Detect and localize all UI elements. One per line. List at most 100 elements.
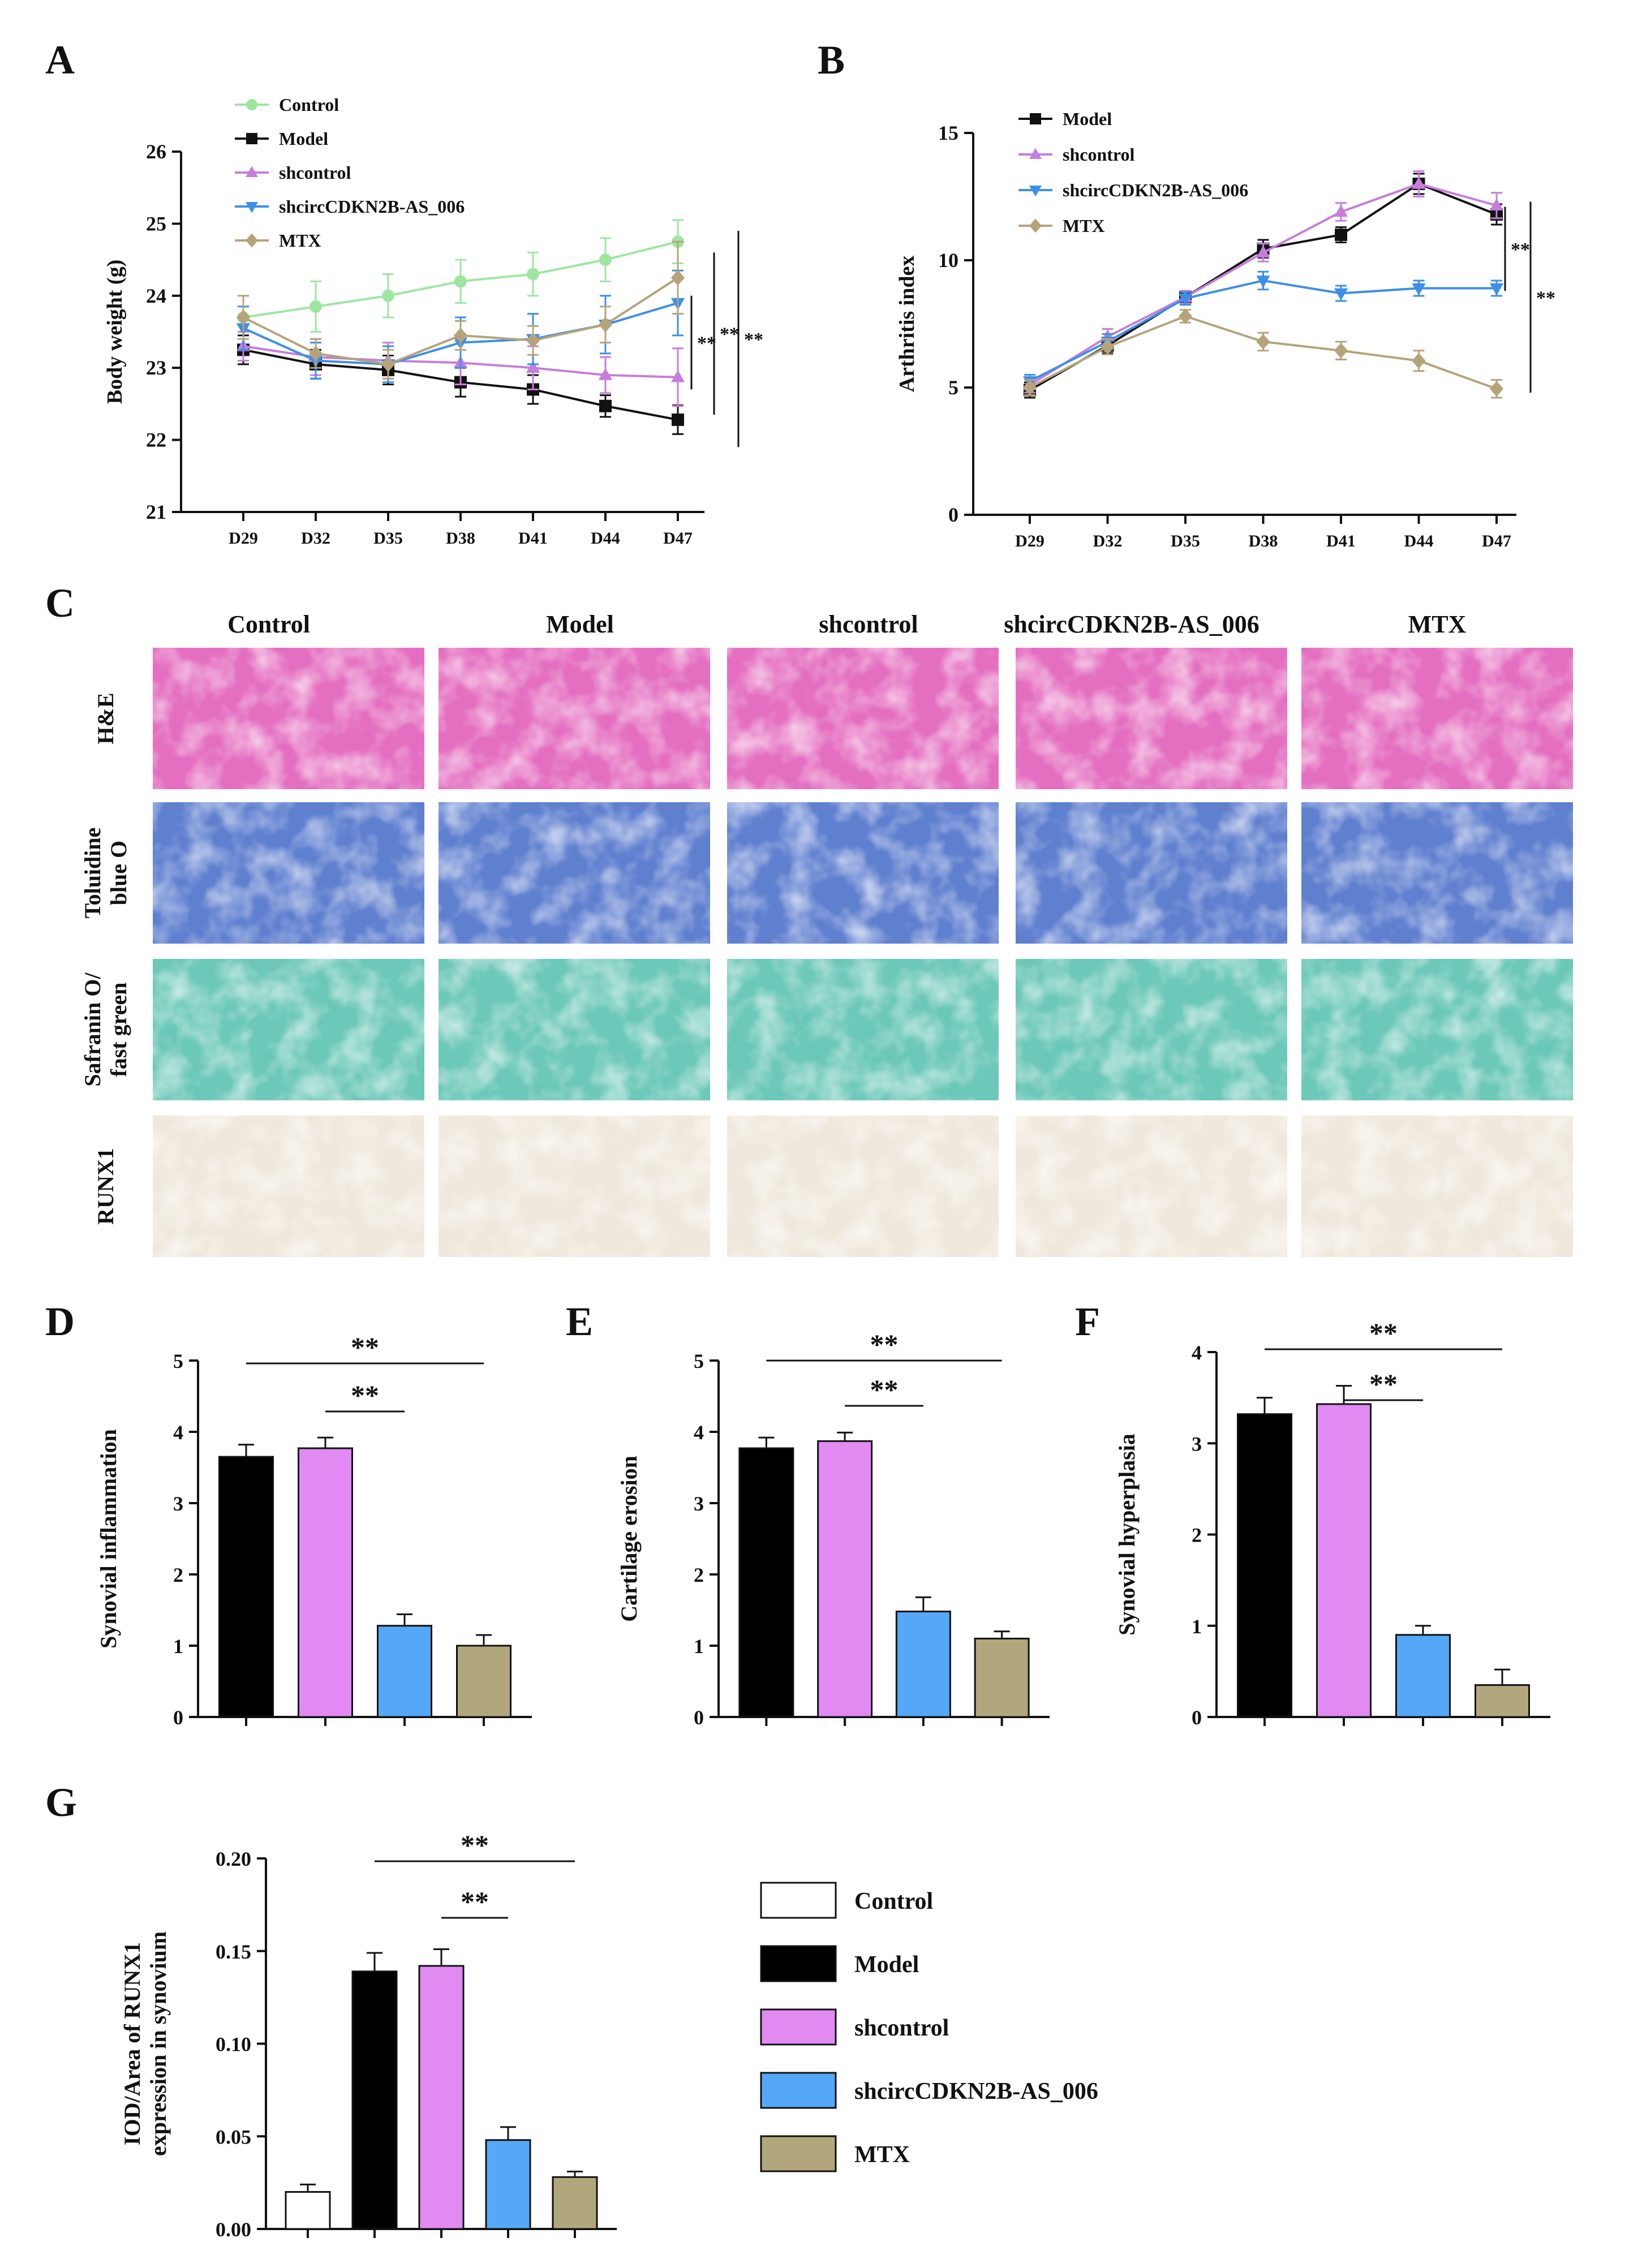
- bar-shcircCDKN2B-AS_006: [485, 2139, 531, 2230]
- tissue-texture: [1301, 802, 1573, 944]
- series-MTX: [1022, 308, 1504, 399]
- micrograph-he: [727, 648, 999, 789]
- panel-label-F: F: [1075, 1299, 1100, 1344]
- data-point: [1178, 308, 1193, 324]
- micrograph-safranin: [1301, 959, 1573, 1100]
- data-point: [1022, 380, 1037, 395]
- y-tick-label: 2: [694, 1564, 704, 1586]
- series-MTX: [236, 240, 685, 380]
- x-tick-label: D29: [1015, 532, 1044, 550]
- micrograph-runx1: [727, 1116, 999, 1257]
- column-header: shcircCDKN2B-AS_006: [1004, 610, 1259, 638]
- tissue-texture: [439, 959, 710, 1100]
- x-tick-label: D35: [373, 529, 403, 548]
- x-tick-label: D29: [229, 529, 258, 548]
- tissue-texture: [1301, 959, 1573, 1100]
- chart-D: 0 1 2 3 4 5 Synovial inflammation ** **: [96, 1331, 532, 1729]
- significance-stars: **: [1511, 239, 1530, 260]
- micrograph-safranin: [153, 959, 424, 1100]
- legend-swatch-MTX: [760, 2135, 837, 2172]
- data-point: [599, 253, 612, 266]
- data-point: [1412, 283, 1426, 296]
- micrograph-safranin: [727, 959, 999, 1100]
- micrograph-runx1: [1301, 1116, 1573, 1257]
- panel-label-G: G: [45, 1780, 77, 1825]
- bar-Model: [218, 1456, 274, 1718]
- legend-marker: [246, 166, 258, 177]
- y-axis-label: expression in synovium: [145, 1931, 171, 2156]
- data-point: [381, 356, 396, 372]
- significance-stars: **: [697, 333, 716, 354]
- bar-Control: [285, 2191, 331, 2230]
- legend-label: MTX: [854, 2142, 910, 2168]
- y-tick-label: 0.10: [216, 2033, 251, 2056]
- y-tick-label: 3: [173, 1492, 183, 1515]
- legend-marker: [246, 133, 257, 144]
- column-header: Model: [546, 610, 614, 638]
- y-tick-label: 25: [146, 212, 166, 235]
- legend-swatch-Control: [760, 1882, 837, 1919]
- panel-label-D: D: [45, 1299, 75, 1344]
- legend-label: Model: [1063, 109, 1112, 129]
- data-point: [527, 268, 539, 281]
- panel-label-B: B: [818, 37, 845, 83]
- data-point: [1101, 339, 1115, 355]
- tissue-texture: [153, 648, 424, 789]
- y-tick-label: 0: [948, 503, 958, 526]
- significance-stars: **: [351, 1379, 379, 1411]
- legend-label: Control: [854, 1888, 933, 1914]
- row-header: fast green: [106, 983, 131, 1077]
- y-tick-label: 10: [938, 249, 958, 272]
- chart-E: 0 1 2 3 4 5 Cartilage erosion ** **: [616, 1328, 1050, 1729]
- tissue-texture: [439, 802, 710, 944]
- tissue-texture: [153, 959, 424, 1100]
- x-tick-label: D41: [518, 529, 548, 548]
- y-tick-label: 0.05: [216, 2125, 251, 2148]
- data-point: [1334, 288, 1348, 301]
- tissue-texture: [1301, 1116, 1573, 1257]
- row-header: blue O: [106, 841, 131, 905]
- y-tick-label: 0: [1192, 1706, 1202, 1729]
- y-tick-label: 3: [694, 1492, 704, 1515]
- y-tick-label: 1: [173, 1635, 183, 1658]
- data-point: [1256, 276, 1270, 288]
- legend-label: Model: [854, 1952, 919, 1978]
- y-axis-label: Synovial inflammation: [96, 1429, 121, 1649]
- y-tick-label: 24: [146, 285, 166, 307]
- tissue-texture: [153, 802, 424, 944]
- micrograph-safranin: [439, 959, 710, 1100]
- y-axis-label: Arthritis index: [895, 256, 919, 393]
- series-line: [1029, 279, 1497, 382]
- data-point: [1334, 343, 1348, 359]
- legend-marker: [1029, 218, 1042, 233]
- significance-stars: **: [461, 1886, 489, 1917]
- significance-stars: **: [1369, 1317, 1398, 1349]
- micrograph-he: [1301, 648, 1573, 789]
- y-axis-label: Synovial hyperplasia: [1114, 1434, 1140, 1636]
- tissue-texture: [727, 1116, 999, 1257]
- x-tick-label: D47: [1482, 532, 1511, 550]
- bar-MTX: [456, 1645, 511, 1718]
- tissue-texture: [1016, 1116, 1287, 1257]
- y-tick-label: 26: [146, 140, 166, 163]
- legend-label: Control: [279, 94, 339, 115]
- y-tick-label: 22: [146, 429, 166, 451]
- micrograph-he: [1016, 648, 1287, 789]
- legend-label: shcircCDKN2B-AS_006: [1063, 180, 1248, 200]
- x-tick-label: D35: [1171, 532, 1200, 550]
- data-point: [1412, 353, 1426, 369]
- data-point: [1489, 198, 1504, 211]
- data-point: [670, 370, 685, 382]
- chart-G: 0.00 0.05 0.10 0.15 0.20 IOD/Area of RUNX1 exp…: [119, 1829, 1098, 2241]
- bar-shcontrol: [817, 1440, 873, 1718]
- significance-stars: **: [1536, 287, 1555, 308]
- row-header: RUNX1: [93, 1148, 118, 1225]
- y-axis-label: Body weight (g): [103, 260, 127, 404]
- data-point: [1256, 245, 1270, 258]
- bar-shcontrol: [1316, 1403, 1372, 1718]
- panel-label-C: C: [45, 580, 75, 626]
- x-tick-label: D32: [301, 529, 330, 548]
- significance-stars: **: [870, 1328, 899, 1360]
- bar-Model: [351, 1970, 398, 2230]
- y-tick-label: 0: [173, 1706, 183, 1729]
